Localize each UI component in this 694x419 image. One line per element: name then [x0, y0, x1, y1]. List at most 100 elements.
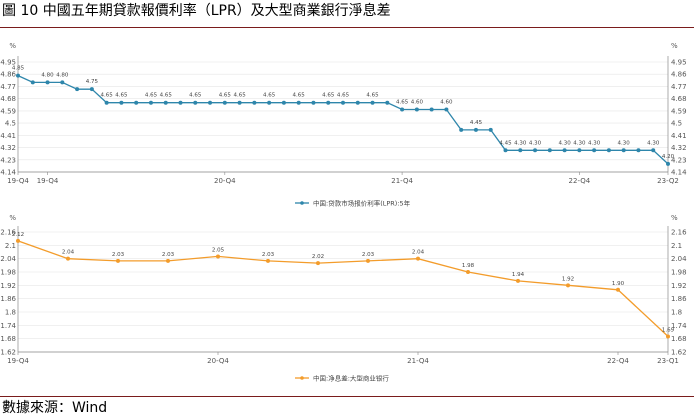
chart1-data-point: [562, 148, 567, 153]
chart1-data-label: 4.80: [41, 72, 54, 78]
chart2-data-label: 1.92: [562, 276, 574, 282]
chart1-data-point: [666, 161, 670, 166]
chart1-data-label: 4.20: [662, 154, 675, 160]
chart1-x-tick-label: 23-Q2: [657, 177, 679, 185]
chart1-y-tick-right: 4.77: [671, 83, 687, 91]
chart1-data-point: [178, 100, 183, 105]
chart1-data-point: [134, 100, 139, 105]
chart2-data-point: [216, 254, 220, 259]
chart1-data-point: [414, 107, 419, 112]
chart2-data-point: [266, 258, 270, 263]
chart1-legend-marker: [300, 201, 304, 205]
chart2-unit-right: %: [671, 214, 678, 222]
chart1-data-point: [311, 100, 316, 105]
chart2-y-tick-left: 2.16: [0, 229, 16, 237]
chart1-data-label: 4.30: [558, 140, 571, 146]
chart1-data-point: [60, 80, 65, 85]
chart1-y-tick-left: 4.32: [0, 144, 16, 152]
chart1-data-label: 4.30: [588, 140, 601, 146]
chart2-data-label: 1.98: [462, 263, 475, 269]
chart1-data-label: 4.30: [529, 140, 542, 146]
chart2-data-label: 2.03: [262, 252, 275, 258]
chart1-data-point: [592, 148, 597, 153]
chart1-data-point: [281, 100, 286, 105]
chart1-data-label: 4.65: [101, 93, 114, 99]
chart1-data-label: 4.80: [56, 72, 69, 78]
chart1-data-point: [16, 73, 20, 78]
chart1-data-label: 4.65: [396, 100, 409, 106]
chart1-data-label: 4.45: [470, 120, 483, 126]
chart1-data-point: [163, 100, 168, 105]
chart2-data-point: [116, 258, 120, 263]
chart1-y-tick-left: 4.86: [0, 71, 16, 79]
chart2-data-label: 2.04: [62, 250, 75, 256]
chart1-data-label: 4.30: [647, 140, 660, 146]
chart2-data-point: [416, 256, 420, 261]
chart1-data-label: 4.30: [618, 140, 631, 146]
chart2-y-tick-right: 1.68: [671, 335, 687, 343]
chart1-data-point: [30, 80, 35, 85]
chart2-data-label: 2.12: [12, 232, 24, 238]
chart1-y-tick-right: 4.68: [671, 95, 687, 103]
chart2-data-label: 1.90: [612, 281, 625, 287]
chart1-data-label: 4.65: [263, 93, 276, 99]
chart1-data-point: [148, 100, 153, 105]
chart1-data-label: 4.65: [293, 93, 306, 99]
chart1-data-point: [208, 100, 213, 105]
chart2-data-label: 2.03: [362, 252, 375, 258]
chart1-data-label: 4.65: [322, 93, 335, 99]
chart1-data-point: [104, 100, 109, 105]
chart1-data-point: [341, 100, 345, 105]
chart1-data-point: [252, 100, 257, 105]
chart2-data-label: 2.03: [162, 252, 175, 258]
chart1-y-tick-right: 4.23: [671, 156, 687, 164]
source-divider: [0, 396, 694, 397]
chart2-y-tick-left: 1.74: [0, 322, 16, 330]
chart1-y-tick-right: 4.32: [671, 144, 687, 152]
chart1-x-tick-label: 21-Q4: [391, 177, 413, 185]
chart2-y-tick-left: 2.1: [5, 242, 16, 250]
chart2-y-tick-right: 1.98: [671, 269, 687, 277]
chart2-x-tick-label: 23-Q1: [657, 357, 679, 365]
chart2-y-tick-right: 1.86: [671, 295, 687, 303]
chart1-data-point: [222, 100, 227, 105]
chart1-unit-right: %: [671, 42, 678, 50]
chart1-data-label: 4.65: [233, 93, 246, 99]
charts-canvas: 4.95 4.95 4.86 4.86 4.77 4.77 4.68 4.68 4.59 4.59…: [0, 42, 687, 382]
chart2-y-tick-left: 1.92: [0, 282, 16, 290]
chart1-data-label: 4.65: [366, 93, 379, 99]
chart1-data-point: [296, 100, 301, 105]
chart1-data-label: 4.75: [86, 79, 99, 85]
chart2-x-tick-label: 19-Q4: [7, 357, 29, 365]
chart1-y-tick-right: 4.41: [671, 132, 687, 140]
chart2-y-tick-left: 2.04: [0, 255, 16, 263]
chart1-data-point: [547, 148, 552, 153]
chart1-data-label: 4.60: [411, 100, 424, 106]
chart1-data-point: [503, 148, 508, 153]
chart2-legend-marker: [300, 376, 304, 380]
chart2-x-tick-label: 21-Q4: [407, 357, 429, 365]
chart1-x-tick-label: 19-Q4: [7, 177, 29, 185]
chart2-y-tick-right: 1.62: [671, 349, 687, 357]
chart2-data-point: [66, 256, 70, 261]
chart1-data-label: 4.30: [514, 140, 527, 146]
chart2-y-tick-left: 1.8: [5, 309, 16, 317]
chart1-data-point: [459, 127, 464, 132]
chart2-data-label: 1.69: [662, 327, 675, 333]
chart2-y-tick-left: 1.86: [0, 295, 16, 303]
chart1-y-tick-left: 4.23: [0, 156, 16, 164]
chart1-data-point: [533, 148, 538, 153]
chart1-y-tick-right: 4.14: [671, 169, 687, 177]
chart2-y-tick-left: 1.98: [0, 269, 16, 277]
chart1-data-point: [326, 100, 331, 105]
chart2-data-point: [366, 258, 370, 263]
chart2-y-tick-left: 1.62: [0, 349, 16, 357]
chart1-x-tick-label: 20-Q4: [214, 177, 236, 185]
chart1-data-point: [45, 80, 50, 85]
chart1-y-tick-left: 4.77: [0, 83, 16, 91]
chart2-data-point: [516, 278, 520, 283]
chart1-data-label: 4.65: [115, 93, 128, 99]
chart1-y-tick-left: 4.5: [5, 120, 16, 128]
chart1-data-label: 4.65: [145, 93, 158, 99]
chart1-series-line: [17, 75, 669, 165]
